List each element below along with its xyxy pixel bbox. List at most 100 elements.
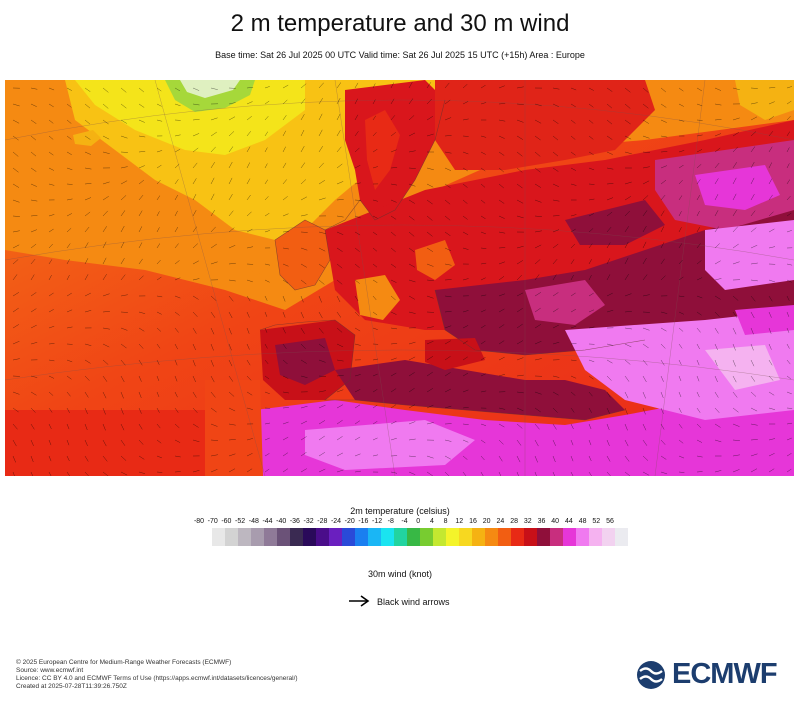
wind-arrow: [336, 181, 344, 185]
wind-arrow: [678, 119, 685, 122]
wind-arrow: [12, 471, 15, 476]
wind-arrow: [732, 391, 738, 398]
wind-arrow: [786, 230, 792, 233]
colorbar-tick-label: 36: [537, 518, 546, 525]
wind-arrow: [318, 375, 327, 377]
wind-arrow: [138, 439, 144, 445]
wind-arrow: [696, 164, 702, 169]
wind-arrow: [606, 359, 613, 364]
wind-arrow: [624, 241, 629, 249]
wind-arrow: [732, 209, 737, 217]
wind-arrow: [84, 455, 89, 462]
wind-arrow: [228, 295, 234, 302]
wind-arrow: [678, 407, 682, 413]
wind-arrow: [282, 247, 289, 250]
wind-arrow: [66, 258, 70, 265]
wind-arrow: [570, 391, 576, 396]
colorbar-tick-label: 8: [443, 518, 448, 525]
wind-arrow: [138, 179, 145, 185]
wind-arrow: [336, 146, 342, 153]
wind-arrow: [642, 103, 649, 109]
wind-arrow: [696, 243, 701, 249]
wind-arrow: [480, 84, 486, 89]
wind-arrow: [642, 87, 649, 93]
wind-arrow: [498, 439, 504, 445]
colorbar-swatch: [537, 528, 550, 546]
wind-arrow: [660, 375, 664, 382]
wind-arrow: [336, 231, 344, 235]
wind-arrow: [498, 423, 505, 428]
wind-arrow: [246, 438, 253, 441]
footer-licence[interactable]: Licence: CC BY 4.0 and ECMWF Terms of Us…: [16, 675, 298, 682]
wind-arrow: [462, 151, 469, 155]
colorbar-tick-label: -80: [193, 518, 205, 525]
colorbar-tick-label: -52: [235, 518, 246, 525]
wind-arrow: [354, 389, 361, 393]
wind-arrow: [282, 407, 289, 409]
wind-arrow: [138, 119, 145, 123]
wind-arrow: [732, 162, 738, 169]
wind-arrow: [714, 194, 719, 201]
wind-arrow: [12, 135, 19, 141]
wind-arrow: [624, 210, 630, 217]
wind-arrow: [624, 196, 632, 201]
wind-arrow: [66, 228, 72, 233]
wind-arrow: [570, 471, 574, 476]
wind-arrow: [48, 292, 54, 297]
wind-arrow: [660, 407, 664, 414]
wind-arrow: [318, 327, 324, 334]
wind-arrow: [336, 389, 344, 393]
wind-arrow: [138, 327, 145, 332]
wind-arrow: [102, 241, 107, 249]
footer-credits: © 2025 European Centre for Medium-Range …: [16, 659, 298, 691]
wind-arrow: [282, 421, 289, 425]
wind-arrow: [408, 247, 415, 253]
colorbar-tick-label: 24: [496, 518, 505, 525]
wind-arrow: [570, 135, 576, 140]
wind-arrow: [246, 468, 253, 473]
colorbar-swatch: [407, 528, 420, 546]
wind-arrow: [192, 193, 197, 201]
wind-arrow: [570, 407, 575, 413]
wind-arrow: [138, 343, 144, 349]
wind-arrow: [372, 327, 378, 330]
wind-arrow: [498, 276, 505, 281]
wind-arrow: [444, 231, 451, 237]
wind-arrow: [588, 292, 594, 297]
wind-arrow: [660, 327, 667, 332]
wind-arrow: [192, 295, 199, 300]
wind-arrow: [66, 407, 70, 414]
wind-arrow: [264, 327, 268, 333]
wind-arrow: [66, 309, 73, 313]
wind-arrow: [462, 101, 469, 105]
wind-arrow: [12, 103, 20, 107]
wind-arrow: [120, 241, 125, 249]
wind-arrow: [228, 439, 236, 441]
wind-arrow: [12, 307, 19, 313]
wind-arrow: [84, 119, 91, 125]
wind-arrow: [786, 437, 792, 441]
ecmwf-logo[interactable]: ECMWF: [636, 658, 786, 692]
wind-arrow: [174, 179, 179, 185]
wind-arrow: [444, 247, 452, 252]
wind-arrow: [102, 471, 109, 476]
wind-arrow: [588, 183, 595, 185]
wind-arrows-layer: [12, 81, 793, 476]
wind-arrow: [66, 213, 73, 217]
wind-arrow: [624, 257, 629, 265]
wind-arrow: [228, 131, 235, 137]
wind-arrow: [30, 229, 37, 233]
weather-map[interactable]: [5, 80, 794, 476]
wind-arrow: [768, 116, 775, 121]
wind-arrow: [462, 118, 469, 121]
wind-arrow: [588, 135, 594, 140]
wind-arrow: [678, 243, 683, 249]
wind-arrow: [372, 358, 379, 361]
wind-arrow: [516, 167, 523, 173]
wind-arrow: [336, 247, 343, 252]
wind-arrow: [48, 259, 53, 265]
wind-arrow: [570, 308, 577, 313]
wind-arrow: [300, 214, 308, 217]
wind-arrow: [552, 341, 560, 345]
wind-arrow: [12, 439, 17, 447]
